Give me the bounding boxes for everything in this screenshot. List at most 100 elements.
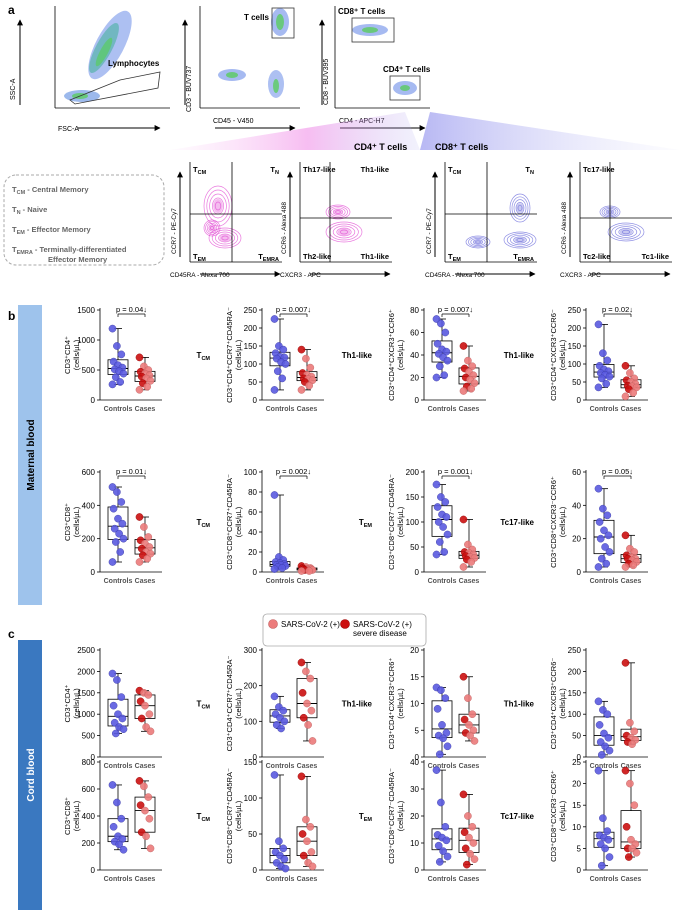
data-point [111, 729, 120, 738]
data-point [604, 733, 613, 742]
data-point [596, 534, 605, 543]
data-point [297, 567, 306, 575]
contour-ylabel: CCR6 - Alexa 488 [281, 202, 288, 254]
data-point [464, 694, 472, 703]
boxplot-1: 0 500 1000 1500 Controls Cases p = 0.04↓ CD3⁺CD… [63, 305, 162, 413]
y-tick-label: 0 [415, 568, 420, 577]
y-tick-label: 20 [572, 535, 581, 544]
data-point [113, 488, 121, 496]
y-tick-label: 500 [82, 732, 96, 741]
y-tick-label: 200 [568, 324, 582, 333]
data-point [621, 563, 630, 571]
y-tick-label: 250 [568, 306, 582, 315]
data-point [443, 530, 452, 539]
flow-scatter-lymphocytes [17, 6, 170, 131]
data-point [135, 558, 144, 566]
data-point [119, 534, 128, 543]
y-axis-label: CD3⁺CD8⁺(cells/µL) [63, 797, 81, 835]
contour-ylabel: CCR6 - Alexa 488 [561, 202, 568, 254]
cd8-title: CD8⁺ T cells [435, 142, 488, 152]
group-label: Controls [104, 578, 133, 585]
y-tick-label: 0 [577, 396, 582, 405]
data-point [119, 845, 128, 854]
y-tick-label: 20 [410, 646, 419, 655]
gate-cd4: CD4⁺ T cells [383, 65, 431, 74]
data-point [110, 524, 119, 533]
data-point [135, 513, 144, 521]
y-axis-label: CD3⁺CD4⁺CXCR3⁺CCR6⁻(cells/µL) [549, 658, 567, 750]
y-tick-label: 30 [410, 785, 419, 794]
y-axis-label: CD3⁺CD8⁺CXCR3⁻CCR6⁺(cells/µL) [549, 770, 567, 862]
data-point [281, 360, 290, 368]
data-point [441, 328, 450, 337]
y-tick-label: 15 [410, 673, 419, 682]
quadrant-label: Th17-like [303, 165, 336, 174]
y-tick-label: 5 [577, 844, 582, 853]
data-point [270, 565, 279, 573]
flow-scatter-tcells [182, 6, 300, 131]
group-label: Cases [459, 578, 480, 585]
data-point [117, 350, 126, 359]
y-tick-label: 0 [253, 568, 258, 577]
data-point [279, 844, 288, 853]
data-point [280, 717, 289, 726]
y-tick-label: 50 [248, 378, 257, 387]
p-value: p = 0.001↓ [438, 467, 473, 476]
data-point [438, 721, 446, 729]
contour-plot-4: CXCR3 - APC CCR6 - Alexa 488 Tc17-like Tc2-… [560, 162, 672, 279]
p-value: p = 0.007↓ [276, 305, 311, 314]
data-point [437, 686, 445, 694]
y-tick-label: 0 [91, 396, 96, 405]
data-point [468, 362, 477, 371]
data-point [605, 853, 614, 861]
data-point [439, 734, 447, 743]
data-point [145, 710, 154, 719]
data-point [626, 718, 634, 727]
data-point [302, 815, 310, 824]
data-point [604, 531, 613, 540]
data-point [603, 710, 612, 719]
y-axis-label: CD3⁺CD8⁺CCR7⁺CD45RA⁻(cells/µL) [225, 768, 243, 864]
axis-ssc: SSC-A [10, 78, 17, 100]
group-label: Controls [428, 763, 457, 770]
y-tick-label: 50 [410, 543, 419, 552]
data-point [298, 830, 307, 838]
data-point [433, 705, 442, 713]
boxplot-8: 0 20 40 60 Controls Cases p = 0.05↓ CD3⁺CD8⁺CXC… [500, 467, 648, 585]
data-point [432, 766, 441, 774]
contour-xlabel: CXCR3 - APC [280, 272, 321, 279]
group-label: Cases [297, 876, 318, 883]
quadrant-label: TCM [193, 165, 207, 176]
legend-severe: SARS-CoV-2 (+) severe disease [353, 620, 412, 638]
data-point [116, 378, 125, 386]
data-point [305, 567, 314, 575]
y-tick-label: 60 [248, 508, 257, 517]
y-tick-label: 50 [572, 378, 581, 387]
y-tick-label: 0 [253, 396, 258, 405]
data-point [597, 751, 606, 759]
data-point [594, 563, 603, 571]
y-tick-label: 150 [406, 493, 420, 502]
data-point [603, 356, 612, 365]
data-point [270, 771, 279, 779]
data-point [119, 369, 128, 378]
quadrant-label: TN [270, 165, 279, 176]
memory-legend-item: TCM - Central Memory [12, 185, 89, 196]
data-point [275, 837, 283, 846]
box [431, 505, 453, 537]
data-point [432, 480, 441, 489]
cd4-fan [170, 112, 420, 150]
legend-mild: SARS-CoV-2 (+) [281, 620, 340, 629]
p-value: p = 0.05↓ [602, 467, 633, 476]
data-point [297, 345, 306, 354]
data-point [143, 554, 152, 563]
data-point [307, 706, 316, 715]
y-tick-label: 250 [568, 646, 582, 655]
data-point [459, 515, 468, 524]
data-point [111, 538, 120, 546]
gate-tcells: T cells [244, 13, 269, 22]
data-point [146, 727, 155, 736]
data-point [469, 839, 478, 847]
data-point [433, 339, 442, 348]
